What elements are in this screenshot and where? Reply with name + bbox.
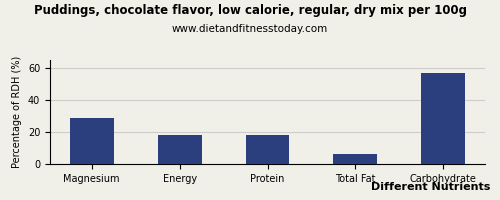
Bar bbox=[158, 135, 202, 164]
Bar bbox=[70, 118, 114, 164]
Text: www.dietandfitnesstoday.com: www.dietandfitnesstoday.com bbox=[172, 24, 328, 34]
Y-axis label: Percentage of RDH (%): Percentage of RDH (%) bbox=[12, 56, 22, 168]
Text: Different Nutrients: Different Nutrients bbox=[370, 182, 490, 192]
Bar bbox=[246, 135, 290, 164]
Text: Puddings, chocolate flavor, low calorie, regular, dry mix per 100g: Puddings, chocolate flavor, low calorie,… bbox=[34, 4, 467, 17]
Bar bbox=[422, 73, 465, 164]
Bar bbox=[334, 154, 378, 164]
